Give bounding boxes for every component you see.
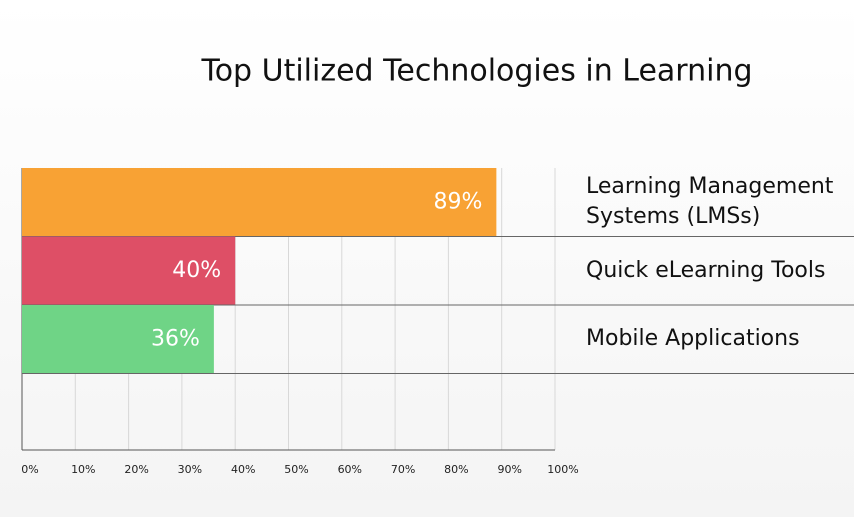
x-tick-label: 30% [178,463,202,476]
value-label: 40% [172,258,221,283]
x-tick-label: 20% [124,463,148,476]
value-label: 36% [151,326,200,351]
value-label: 89% [433,189,482,214]
x-tick-label: 100% [547,463,578,476]
x-tick-label: 70% [391,463,415,476]
bar [22,168,497,237]
chart-title: Top Utilized Technologies in Learning [200,54,752,89]
category-label: Quick eLearning Tools [586,257,826,283]
category-label: Learning Management Systems (LMSs) [586,174,834,230]
x-tick-label: 60% [338,463,362,476]
bar [22,305,214,374]
x-tick-label: 80% [444,463,468,476]
x-tick-label: 10% [71,463,95,476]
x-tick-label: 40% [231,463,255,476]
bar [22,236,236,305]
x-tick-label: 50% [284,463,308,476]
x-tick-label: 0% [21,463,38,476]
x-tick-label: 90% [497,463,521,476]
category-label: Mobile Applications [586,326,800,352]
